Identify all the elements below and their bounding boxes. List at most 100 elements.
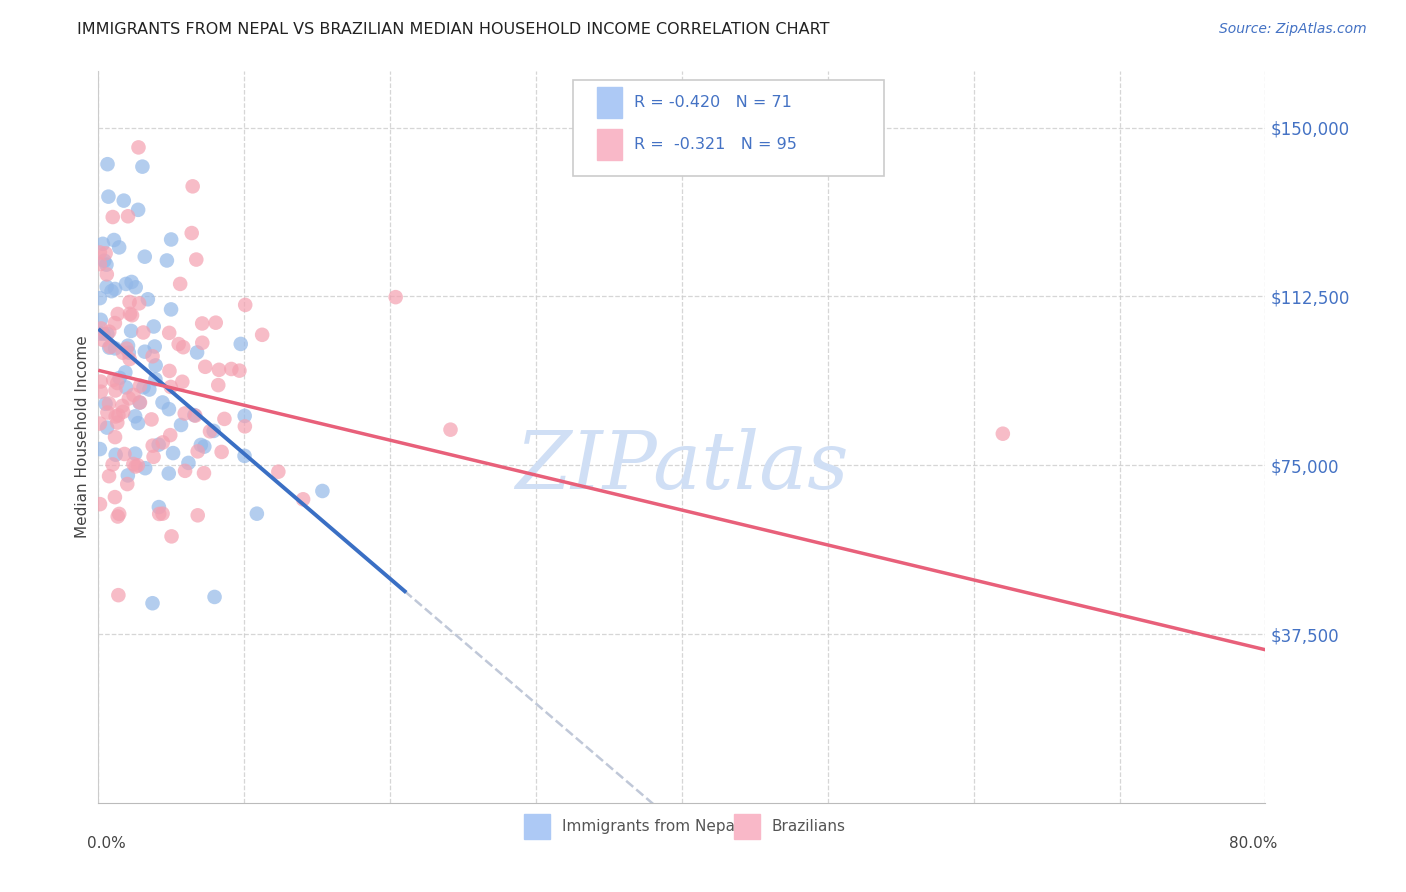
Point xyxy=(134,461,156,475)
Point xyxy=(159,428,181,442)
Point xyxy=(107,509,129,524)
Point xyxy=(127,458,149,473)
Point xyxy=(384,290,406,304)
Point xyxy=(112,405,135,419)
Point xyxy=(104,430,127,444)
Point xyxy=(93,326,115,341)
Point xyxy=(122,388,145,402)
Point xyxy=(120,324,142,338)
Point xyxy=(89,326,111,341)
Point xyxy=(127,416,149,430)
Point xyxy=(115,277,138,291)
Point xyxy=(127,140,149,154)
Point xyxy=(148,438,170,452)
Point xyxy=(162,446,184,460)
Point xyxy=(90,384,112,399)
Point xyxy=(233,419,256,434)
Point xyxy=(169,277,191,291)
Point xyxy=(170,417,193,432)
Text: R = -0.420   N = 71: R = -0.420 N = 71 xyxy=(634,95,792,110)
Point xyxy=(132,380,155,394)
Point xyxy=(228,364,250,378)
Point xyxy=(118,351,141,366)
Point xyxy=(191,335,214,350)
Point xyxy=(131,160,153,174)
Point xyxy=(214,412,236,426)
Point xyxy=(121,308,143,322)
Point xyxy=(107,409,129,423)
Point xyxy=(111,399,134,413)
Point xyxy=(129,378,152,392)
Point xyxy=(233,409,256,423)
Point xyxy=(233,298,256,312)
Point xyxy=(89,497,111,511)
Point xyxy=(118,295,141,310)
Point xyxy=(148,500,170,514)
Point xyxy=(89,257,111,271)
Point xyxy=(108,240,131,254)
Point xyxy=(94,397,117,411)
Point xyxy=(104,282,127,296)
Text: 0.0%: 0.0% xyxy=(87,836,125,851)
Point xyxy=(90,313,112,327)
Text: ZIPatlas: ZIPatlas xyxy=(515,427,849,505)
Point xyxy=(98,469,121,483)
Point xyxy=(132,326,155,340)
Point xyxy=(177,456,200,470)
Point xyxy=(108,507,131,521)
Point xyxy=(148,507,170,521)
Point xyxy=(229,337,252,351)
Point xyxy=(142,439,165,453)
Point xyxy=(991,426,1014,441)
Point xyxy=(180,226,202,240)
Point xyxy=(159,380,181,394)
Point xyxy=(89,291,111,305)
Point xyxy=(190,438,212,452)
Point xyxy=(193,466,215,480)
Point xyxy=(152,435,174,450)
Point xyxy=(157,326,180,340)
Point xyxy=(96,406,118,420)
Point xyxy=(115,380,138,394)
Point xyxy=(104,409,127,424)
Point xyxy=(160,529,183,543)
Point xyxy=(233,449,256,463)
Point xyxy=(250,327,273,342)
Point xyxy=(111,345,134,359)
Point xyxy=(118,345,141,359)
Point xyxy=(121,275,143,289)
Point xyxy=(114,365,136,379)
Point xyxy=(211,445,233,459)
Point xyxy=(167,337,190,351)
Text: 80.0%: 80.0% xyxy=(1229,836,1277,851)
Text: R =  -0.321   N = 95: R = -0.321 N = 95 xyxy=(634,137,797,153)
Point xyxy=(96,258,118,272)
Text: Immigrants from Nepal: Immigrants from Nepal xyxy=(562,819,740,834)
Point xyxy=(124,447,146,461)
Point xyxy=(157,402,180,417)
Point xyxy=(117,209,139,223)
Point xyxy=(156,253,179,268)
Point xyxy=(152,507,174,521)
Point xyxy=(124,409,146,424)
Point xyxy=(183,408,205,422)
Point xyxy=(141,412,163,426)
Point xyxy=(267,465,290,479)
Point xyxy=(143,339,166,353)
Point xyxy=(91,236,114,251)
Point xyxy=(128,296,150,310)
Point xyxy=(159,364,181,378)
Point xyxy=(141,596,163,610)
Point xyxy=(117,468,139,483)
Point xyxy=(101,373,124,387)
Point xyxy=(145,372,167,386)
Point xyxy=(160,232,183,246)
Bar xyxy=(596,87,623,118)
Point xyxy=(207,378,229,392)
Point xyxy=(90,321,112,335)
Point xyxy=(202,424,225,438)
Text: Brazilians: Brazilians xyxy=(772,819,846,834)
Point xyxy=(91,333,114,347)
Point xyxy=(172,340,194,354)
Point xyxy=(104,342,127,356)
